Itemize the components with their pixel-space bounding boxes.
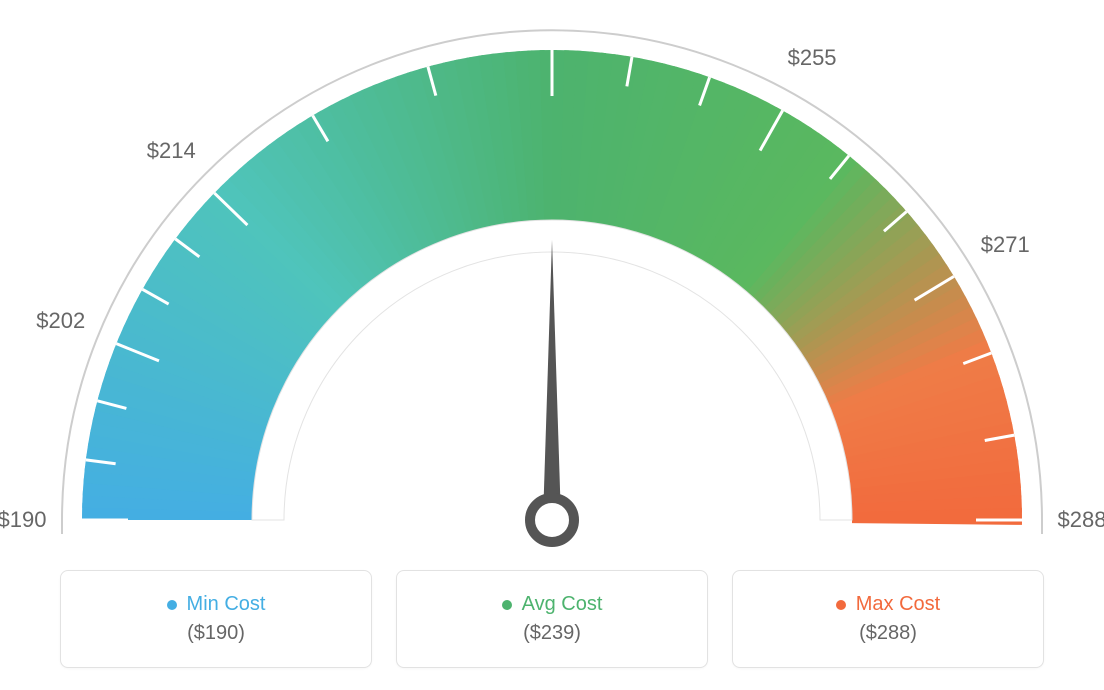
avg-cost-dot [502,600,512,610]
max-cost-dot [836,600,846,610]
min-cost-value: ($190) [187,622,245,645]
min-cost-dot [167,600,177,610]
avg-cost-card: Avg Cost ($239) [396,570,708,668]
gauge-tick-label: $271 [981,232,1030,258]
min-cost-card: Min Cost ($190) [60,570,372,668]
gauge-svg [0,0,1104,560]
gauge-tick-label: $214 [147,138,196,164]
avg-cost-value: ($239) [523,622,581,645]
avg-cost-title: Avg Cost [502,593,603,616]
summary-cards: Min Cost ($190) Avg Cost ($239) Max Cost… [0,570,1104,690]
gauge-tick-label: $202 [36,308,85,334]
gauge-chart: $190 $202 $214 $239 $255 $271 $288 [0,0,1104,560]
gauge-tick-label: $255 [788,45,837,71]
max-cost-label: Max Cost [856,593,940,616]
max-cost-title: Max Cost [836,593,940,616]
gauge-tick-label: $190 [0,507,46,533]
min-cost-label: Min Cost [187,593,266,616]
avg-cost-label: Avg Cost [522,593,603,616]
gauge-tick-label: $239 [528,0,577,3]
max-cost-value: ($288) [859,622,917,645]
min-cost-title: Min Cost [167,593,266,616]
gauge-tick-label: $288 [1058,507,1104,533]
max-cost-card: Max Cost ($288) [732,570,1044,668]
